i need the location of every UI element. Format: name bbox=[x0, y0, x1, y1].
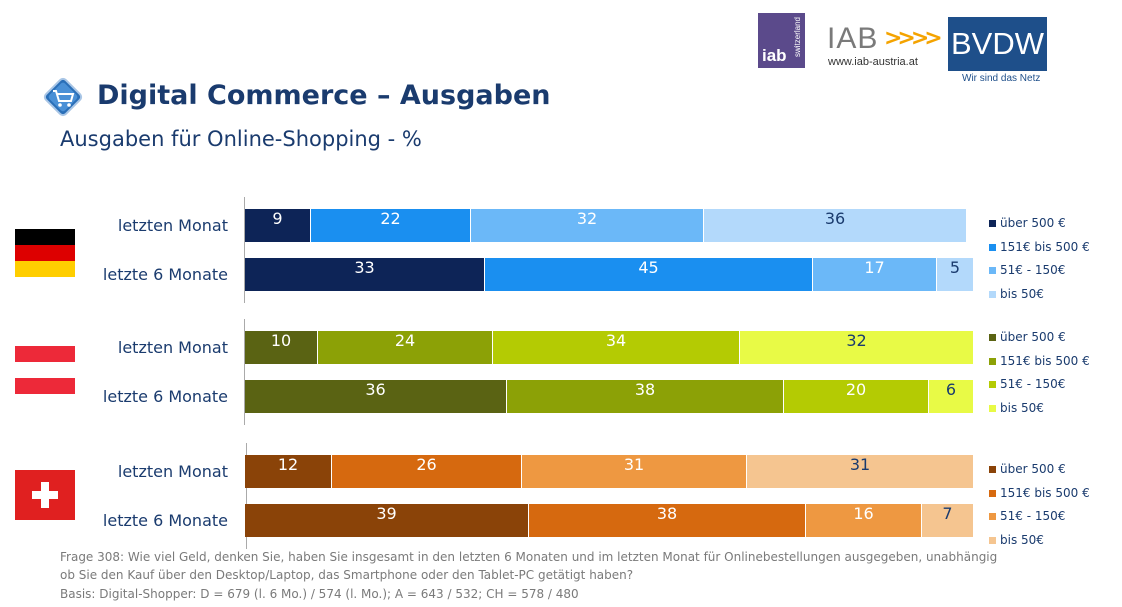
legend-swatch bbox=[989, 466, 996, 473]
axis-line bbox=[244, 319, 245, 425]
bar-segment: 45 bbox=[485, 258, 813, 291]
footnote-question-cont: ob Sie den Kauf über den Desktop/Laptop,… bbox=[60, 568, 634, 582]
legend-label: bis 50€ bbox=[1000, 400, 1044, 415]
bar-segment: 38 bbox=[529, 504, 806, 537]
legend-swatch bbox=[989, 404, 996, 412]
legend-swatch bbox=[989, 334, 996, 341]
shopping-cart-icon bbox=[43, 77, 83, 117]
legend-label: über 500 € bbox=[1000, 462, 1066, 476]
bar-segment: 16 bbox=[806, 504, 922, 537]
row-label: letzten Monat bbox=[117, 216, 228, 235]
row-label: letzte 6 Monate bbox=[102, 387, 228, 406]
bar-segment: 7 bbox=[922, 504, 973, 537]
iab-switzerland-logo-text: iab bbox=[762, 46, 787, 65]
bar-segment: 9 bbox=[245, 209, 311, 242]
legend-label: 151€ bis 500 € bbox=[1000, 239, 1090, 254]
legend-swatch bbox=[989, 220, 996, 227]
legend-label: über 500 € bbox=[1000, 216, 1066, 230]
bar-segment: 31 bbox=[747, 455, 973, 488]
iab-austria-logo-text: IAB bbox=[827, 22, 879, 55]
legend-swatch bbox=[989, 357, 996, 365]
legend-swatch bbox=[989, 513, 996, 520]
axis-line bbox=[244, 197, 245, 303]
bar-segment: 33 bbox=[245, 258, 485, 291]
legend-label: 51€ - 150€ bbox=[1000, 263, 1066, 277]
bvdw-logo: BVDW bbox=[948, 17, 1047, 71]
bar-segment: 38 bbox=[507, 380, 784, 413]
legend-swatch bbox=[989, 489, 996, 497]
legend-swatch bbox=[989, 536, 996, 544]
row-label: letzte 6 Monate bbox=[102, 265, 228, 284]
bar-segment: 36 bbox=[704, 209, 966, 242]
bar-segment: 36 bbox=[245, 380, 507, 413]
iab-switzerland-logo: switzerland iab bbox=[758, 13, 805, 68]
row-label: letzte 6 Monate bbox=[102, 511, 228, 530]
page-title: Digital Commerce – Ausgaben bbox=[97, 80, 551, 111]
legend-item: über 500 € bbox=[989, 330, 1066, 350]
germany-flag bbox=[15, 229, 75, 277]
bar-segment: 32 bbox=[471, 209, 704, 242]
legend-label: 51€ - 150€ bbox=[1000, 509, 1066, 523]
bar-segment: 24 bbox=[318, 331, 493, 364]
legend-item: 151€ bis 500 € bbox=[989, 486, 1090, 506]
row-label: letzten Monat bbox=[117, 338, 228, 357]
legend-item: über 500 € bbox=[989, 462, 1066, 482]
bar-segment: 26 bbox=[332, 455, 522, 488]
legend-item: bis 50€ bbox=[989, 533, 1044, 553]
bar-segment: 31 bbox=[522, 455, 747, 488]
legend-swatch bbox=[989, 267, 996, 274]
bvdw-tagline: Wir sind das Netz bbox=[962, 73, 1041, 84]
footnote-question: Frage 308: Wie viel Geld, denken Sie, ha… bbox=[60, 550, 998, 564]
austria-flag bbox=[15, 346, 75, 394]
bar-segment: 20 bbox=[784, 380, 929, 413]
legend-swatch bbox=[989, 381, 996, 388]
bar-segment: 32 bbox=[740, 331, 973, 364]
legend-label: über 500 € bbox=[1000, 330, 1066, 344]
bar-segment: 34 bbox=[493, 331, 740, 364]
bar-segment: 5 bbox=[937, 258, 973, 291]
switzerland-flag bbox=[15, 470, 75, 520]
bar-segment: 12 bbox=[245, 455, 332, 488]
bar-segment: 22 bbox=[311, 209, 471, 242]
legend-label: 151€ bis 500 € bbox=[1000, 353, 1090, 368]
iab-austria-logo-url: www.iab-austria.at bbox=[828, 56, 918, 68]
legend-label: 51€ - 150€ bbox=[1000, 377, 1066, 391]
legend-item: 51€ - 150€ bbox=[989, 377, 1065, 397]
legend-label: bis 50€ bbox=[1000, 286, 1044, 301]
axis-line bbox=[246, 443, 247, 549]
legend-item: 151€ bis 500 € bbox=[989, 354, 1090, 374]
legend-label: 151€ bis 500 € bbox=[1000, 485, 1090, 500]
legend-item: über 500 € bbox=[989, 216, 1066, 236]
bar-segment: 39 bbox=[245, 504, 529, 537]
footnote-basis: Basis: Digital-Shopper: D = 679 (l. 6 Mo… bbox=[60, 587, 579, 601]
legend-item: bis 50€ bbox=[989, 401, 1044, 421]
bar-segment: 17 bbox=[813, 258, 937, 291]
bar-segment: 6 bbox=[929, 380, 973, 413]
bar-segment: 10 bbox=[245, 331, 318, 364]
iab-austria-logo-arrows: >>>> bbox=[884, 26, 943, 51]
legend-item: bis 50€ bbox=[989, 287, 1044, 307]
legend-swatch bbox=[989, 243, 996, 251]
legend-item: 151€ bis 500 € bbox=[989, 240, 1090, 260]
legend-item: 51€ - 150€ bbox=[989, 263, 1065, 283]
iab-austria-logo: IAB >>>> www.iab-austria.at bbox=[826, 22, 943, 72]
iab-switzerland-logo-country: switzerland bbox=[793, 17, 802, 58]
row-label: letzten Monat bbox=[117, 462, 228, 481]
legend-item: 51€ - 150€ bbox=[989, 509, 1065, 529]
legend-label: bis 50€ bbox=[1000, 532, 1044, 547]
legend-swatch bbox=[989, 290, 996, 298]
page-subtitle: Ausgaben für Online-Shopping - % bbox=[60, 127, 422, 151]
